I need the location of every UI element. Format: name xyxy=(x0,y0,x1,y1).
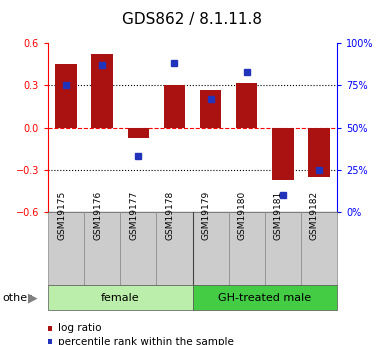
Bar xyxy=(200,90,221,128)
Text: GSM19180: GSM19180 xyxy=(238,191,247,240)
Text: GDS862 / 8.1.11.8: GDS862 / 8.1.11.8 xyxy=(122,12,263,27)
FancyBboxPatch shape xyxy=(156,212,192,285)
Bar xyxy=(92,55,113,128)
Text: log ratio: log ratio xyxy=(58,324,102,333)
Text: female: female xyxy=(101,293,140,303)
FancyBboxPatch shape xyxy=(192,285,337,310)
FancyBboxPatch shape xyxy=(48,212,84,285)
Text: GSM19176: GSM19176 xyxy=(93,191,102,240)
FancyBboxPatch shape xyxy=(120,212,156,285)
Bar xyxy=(272,128,293,180)
Bar xyxy=(127,128,149,138)
Text: GSM19175: GSM19175 xyxy=(57,191,66,240)
Text: ▶: ▶ xyxy=(28,291,38,304)
FancyBboxPatch shape xyxy=(48,285,192,310)
Text: GSM19177: GSM19177 xyxy=(129,191,138,240)
Text: percentile rank within the sample: percentile rank within the sample xyxy=(58,337,234,345)
Text: GH-treated male: GH-treated male xyxy=(218,293,311,303)
FancyBboxPatch shape xyxy=(229,212,265,285)
Bar xyxy=(55,64,77,128)
FancyBboxPatch shape xyxy=(84,212,120,285)
Text: GSM19181: GSM19181 xyxy=(274,191,283,240)
Text: GSM19182: GSM19182 xyxy=(310,191,319,240)
FancyBboxPatch shape xyxy=(265,212,301,285)
Bar xyxy=(236,82,258,128)
Bar xyxy=(164,85,185,128)
Text: GSM19178: GSM19178 xyxy=(166,191,174,240)
Text: other: other xyxy=(2,293,32,303)
FancyBboxPatch shape xyxy=(301,212,337,285)
Bar xyxy=(308,128,330,177)
FancyBboxPatch shape xyxy=(192,212,229,285)
Text: GSM19179: GSM19179 xyxy=(201,191,211,240)
